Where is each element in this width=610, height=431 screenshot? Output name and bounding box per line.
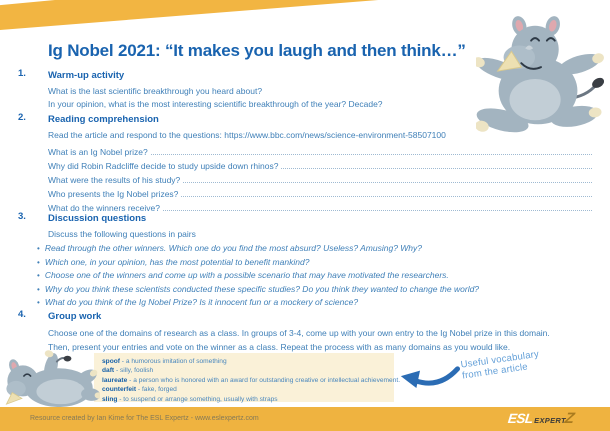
discussion-bullet: Read through the other winners. Which on… bbox=[37, 242, 592, 256]
vocabulary-box: spoof - a humorous imitation of somethin… bbox=[94, 353, 401, 403]
instruction-text: Read the article and respond to the ques… bbox=[48, 130, 225, 140]
section-number: 3. bbox=[18, 211, 26, 222]
fill-in-question: What is an Ig Nobel prize? bbox=[48, 143, 592, 157]
rhino-falling-illustration bbox=[476, 16, 604, 133]
logo-z-text: Z bbox=[563, 410, 576, 427]
esl-expertz-logo: ESL EXPERT Z bbox=[507, 410, 576, 427]
vocab-entry: daft - silly, foolish bbox=[102, 367, 154, 375]
section-group-work: 4. Group work Choose one of the domains … bbox=[0, 309, 610, 354]
section-reading: 2. Reading comprehension Read the articl… bbox=[0, 112, 610, 213]
vocab-entry: counterfeit - fake, forged bbox=[102, 386, 177, 394]
section-number: 4. bbox=[18, 309, 26, 320]
section-number: 2. bbox=[18, 112, 26, 123]
section-discussion: 3. Discussion questions Discuss the foll… bbox=[0, 211, 610, 310]
logo-esl-text: ESL bbox=[507, 411, 534, 426]
answer-line bbox=[281, 168, 592, 169]
dash: - bbox=[129, 376, 132, 384]
instruction-line: Read the article and respond to the ques… bbox=[48, 129, 592, 142]
rhino-reclining-illustration bbox=[5, 350, 100, 408]
vocab-entry: laureate - a person who is honored with … bbox=[102, 376, 401, 384]
section-warm-up: 1. Warm-up activity What is the last sci… bbox=[0, 68, 610, 110]
answer-line bbox=[150, 154, 592, 155]
instruction-line: Discuss the following questions in pairs bbox=[48, 229, 196, 239]
dash: - bbox=[121, 358, 124, 365]
page-title: Ig Nobel 2021: “It makes you laugh and t… bbox=[48, 41, 466, 60]
discussion-bullet: Choose one of the winners and come up wi… bbox=[37, 269, 592, 283]
section-number: 1. bbox=[18, 68, 26, 79]
dash: - bbox=[119, 395, 122, 403]
answer-line bbox=[162, 210, 592, 211]
answer-line bbox=[181, 196, 592, 197]
discussion-bullet: What do you think of the Ig Nobel Prize?… bbox=[37, 296, 592, 310]
fill-in-question: What were the results of his study? bbox=[48, 171, 592, 185]
discussion-bullet: Which one, in your opinion, has the most… bbox=[37, 256, 592, 270]
section-heading: Warm-up activity bbox=[48, 70, 125, 81]
instruction-line: Then, present your entries and vote on t… bbox=[48, 342, 511, 352]
vocab-entry: sling - to suspend or arrange something,… bbox=[102, 395, 278, 403]
answer-line bbox=[183, 182, 592, 183]
dash: - bbox=[115, 367, 119, 375]
question-line: In your opinion, what is the most intere… bbox=[48, 98, 383, 109]
dash: - bbox=[137, 386, 141, 394]
instruction-line: Choose one of the domains of research as… bbox=[48, 328, 550, 338]
vocab-entry: spoof - a humorous imitation of somethin… bbox=[102, 358, 227, 365]
fill-in-question: What do the winners receive? bbox=[48, 199, 592, 213]
question-line: What is the last scientific breakthrough… bbox=[48, 86, 263, 96]
fill-in-question: Who presents the Ig Nobel prizes? bbox=[48, 185, 592, 199]
arrow-left-icon bbox=[399, 361, 463, 395]
credit-text: Resource created by Ian Kime for The ESL… bbox=[30, 415, 259, 422]
fill-in-question: Why did Robin Radcliffe decide to study … bbox=[48, 157, 592, 171]
logo-expert-text: EXPERT bbox=[534, 416, 566, 425]
section-heading: Discussion questions bbox=[48, 213, 147, 224]
section-heading: Reading comprehension bbox=[48, 114, 159, 125]
discussion-bullet: Why do you think these scientists conduc… bbox=[37, 283, 592, 297]
section-heading: Group work bbox=[48, 311, 102, 322]
article-link[interactable]: https://www.bbc.com/news/science-environ… bbox=[224, 130, 446, 140]
footer-bar: Resource created by Ian Kime for The ESL… bbox=[0, 407, 610, 431]
